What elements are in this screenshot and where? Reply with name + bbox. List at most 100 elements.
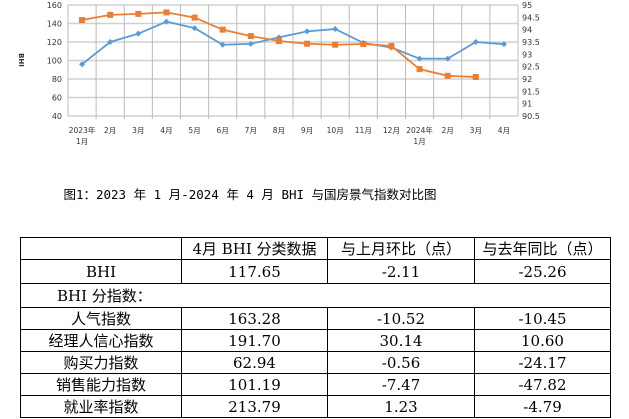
x-tick-label: 4月 [498,126,510,135]
table-cell: -10.52 [327,307,475,330]
table-cell: -7.47 [327,373,475,396]
x-tick-label: 5月 [188,126,200,135]
table-cell: -47.82 [474,373,611,396]
x-tick-label: 1月 [413,137,425,146]
table-row: 销售能力指数 101.19 -7.47 -47.82 [20,373,611,396]
header-cell [20,237,182,260]
data-point [388,42,395,49]
x-tick-label: 6月 [217,126,229,135]
table-row: BHI 117.65 -2.11 -25.26 [20,259,611,284]
data-point [416,66,423,73]
x-tick-label: 12月 [383,126,400,135]
data-point [107,11,114,18]
y2-tick-label: 93.5 [522,38,540,47]
data-point [444,72,451,79]
y-tick-label: 100 [47,57,62,66]
table-cell: 1.23 [327,395,475,418]
table-cell: 销售能力指数 [20,373,182,396]
table-cell: -10.45 [474,307,611,330]
x-tick-label: 4月 [160,126,172,135]
header-cell: 与上月环比（点） [327,237,475,260]
y-tick-label: 40 [52,112,62,121]
table-cell: BHI [20,259,182,284]
x-tick-label: 2024年 [406,125,433,135]
table-cell: -0.56 [327,351,475,374]
table-cell: 62.94 [181,351,328,374]
data-point [219,41,226,48]
x-tick-label: 8月 [273,126,285,135]
x-tick-label: 2月 [104,126,116,135]
table-row: 购买力指数 62.94 -0.56 -24.17 [20,351,611,374]
data-point [219,26,226,33]
table-subheader-row: BHI 分指数： [20,283,611,308]
x-tick-label: 7月 [245,126,257,135]
data-point [191,14,198,21]
table-cell: -2.11 [327,259,475,284]
header-cell: 与去年同比（点） [474,237,611,260]
table-header-row: 4月 BHI 分类数据 与上月环比（点） 与去年同比（点） [20,237,611,260]
y2-tick-label: 94.5 [522,13,540,22]
data-point [79,17,86,24]
data-point [275,38,282,45]
y2-tick-label: 95 [522,1,532,10]
data-point [472,74,479,81]
y2-tick-label: 93 [522,50,532,59]
data-point [247,33,254,40]
chart-caption: 图1：2023 年 1 月-2024 年 4 月 BHI 与国房景气指数对比图 [63,187,437,202]
data-point [332,41,339,48]
y2-tick-label: 92.5 [522,63,540,72]
y-tick-label: 60 [52,94,62,103]
data-point [304,28,311,35]
x-tick-label: 3月 [470,126,482,135]
table-row: 人气指数 163.28 -10.52 -10.45 [20,307,611,330]
y-tick-label: 120 [47,38,62,47]
y-tick-label: 160 [47,1,62,10]
data-point [416,55,423,62]
bhi-comparison-chart: 40 60 80 100 120 140 160 90.5 91 91.5 92 92.5 93 93.5… [17,1,540,146]
x-tick-label: 10月 [327,126,344,135]
data-point [79,61,86,68]
table-cell: -4.79 [474,395,611,418]
table-row: 就业率指数 213.79 1.23 -4.79 [20,395,611,418]
table-cell: 101.19 [181,373,328,396]
data-point [107,39,114,45]
data-point [191,25,198,32]
data-point [135,30,142,37]
table-cell: -25.26 [474,259,611,284]
table-cell: 117.65 [181,259,328,284]
x-tick-label: 3月 [132,126,144,135]
table-cell: 213.79 [181,395,328,418]
table-cell: 购买力指数 [20,351,182,374]
table-cell: 191.70 [181,329,328,352]
table-cell: 人气指数 [20,307,182,330]
data-point [332,26,339,33]
table-row: 经理人信心指数 191.70 30.14 10.60 [20,329,611,352]
table-cell: 经理人信心指数 [20,329,182,352]
data-point [304,40,311,47]
y2-tick-label: 92 [522,75,532,84]
subheader-cell: BHI 分指数： [20,283,611,308]
table-cell: 10.60 [474,329,611,352]
data-point [472,39,479,45]
bhi-data-table: 4月 BHI 分类数据 与上月环比（点） 与去年同比（点） BHI 117.65… [20,237,611,418]
table-cell: -24.17 [474,351,611,374]
y2-tick-label: 91.5 [522,87,540,96]
y-axis-title: BHI [17,53,25,67]
x-tick-label: 9月 [301,126,313,135]
table-cell: 163.28 [181,307,328,330]
data-point [500,41,507,48]
x-tick-label: 11月 [355,126,372,135]
series-line-BHI [81,20,505,65]
y2-tick-label: 90.5 [522,112,540,121]
y2-tick-label: 94 [522,26,532,35]
data-point [163,9,170,16]
x-tick-label: 1月 [76,137,88,146]
data-point [163,18,170,25]
data-point [444,55,451,62]
data-point [135,10,142,17]
data-point [247,40,254,47]
x-tick-label: 2023年 [69,125,96,135]
y-tick-label: 80 [52,75,62,84]
table-cell: 就业率指数 [20,395,182,418]
table-cell: 30.14 [327,329,475,352]
